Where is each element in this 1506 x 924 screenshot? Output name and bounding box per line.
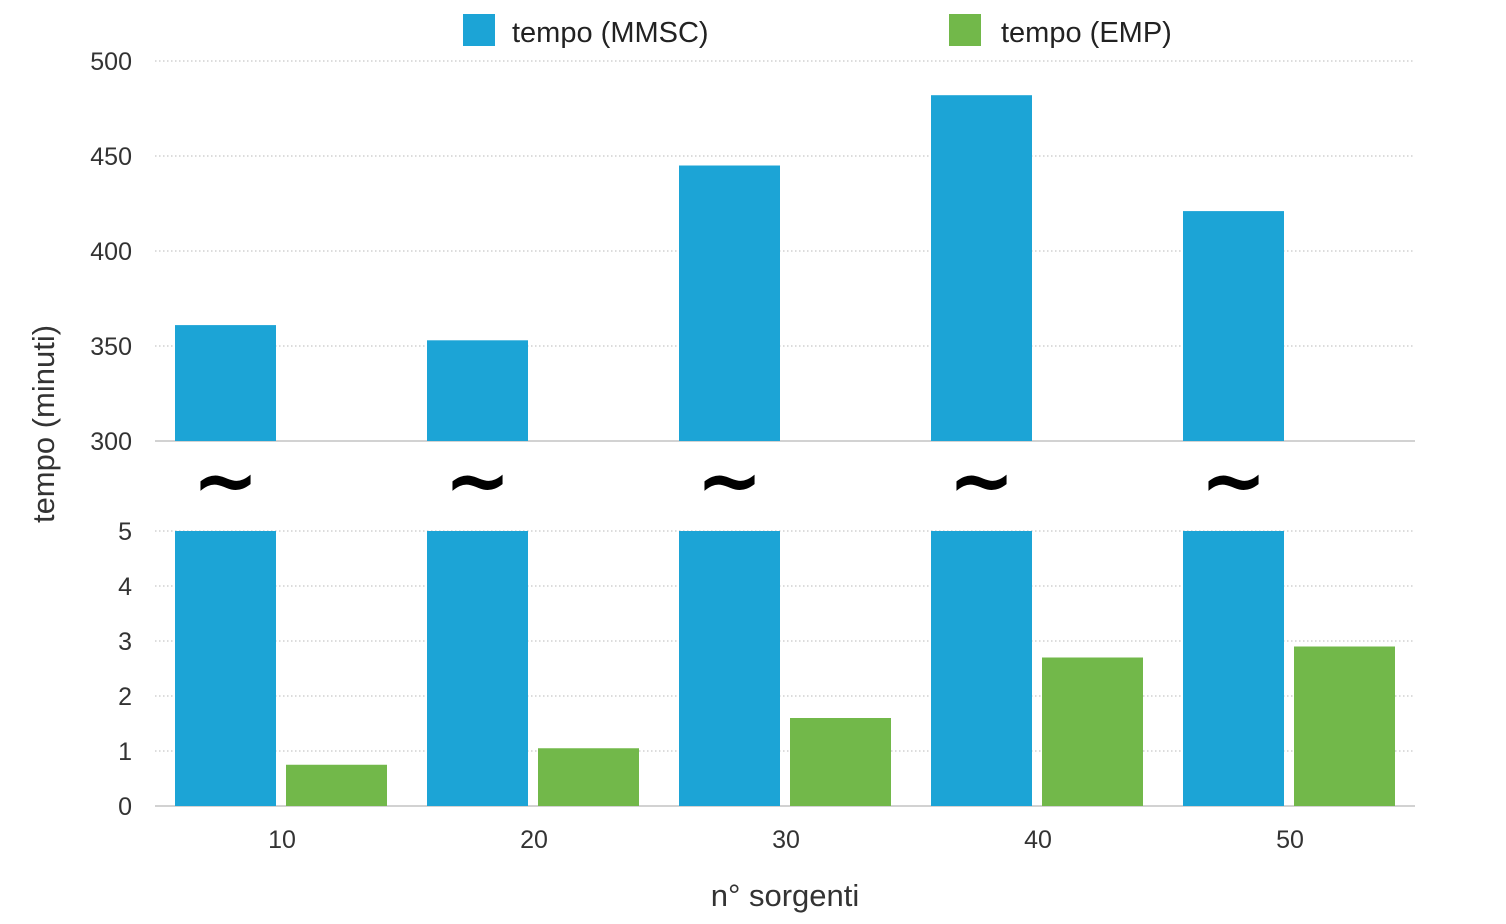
axis-break-mark: ~ xyxy=(192,434,259,527)
lower-y-tick-label: 0 xyxy=(118,793,132,821)
bar-mmsc-upper-50 xyxy=(1183,211,1284,441)
upper-y-tick-label: 300 xyxy=(90,428,132,456)
bar-mmsc-lower-30 xyxy=(679,531,780,806)
y-axis-label: tempo (minuti) xyxy=(26,325,61,523)
x-axis-label: n° sorgenti xyxy=(711,878,860,913)
axis-break-mark: ~ xyxy=(444,434,511,527)
bar-mmsc-upper-40 xyxy=(931,95,1032,441)
upper-y-tick-label: 450 xyxy=(90,143,132,171)
x-tick-label: 20 xyxy=(520,826,548,854)
upper-y-tick-label: 400 xyxy=(90,238,132,266)
lower-y-tick-label: 2 xyxy=(118,683,132,711)
bar-mmsc-upper-20 xyxy=(427,340,528,441)
axis-break-mark: ~ xyxy=(1200,434,1267,527)
lower-y-tick-label: 5 xyxy=(118,518,132,546)
axis-break-mark: ~ xyxy=(948,434,1015,527)
bar-emp-40 xyxy=(1042,657,1143,806)
legend-swatch-mmsc xyxy=(463,14,495,46)
upper-y-tick-label: 350 xyxy=(90,333,132,361)
x-tick-label: 50 xyxy=(1276,826,1304,854)
axis-break-mark: ~ xyxy=(696,434,763,527)
bar-mmsc-lower-20 xyxy=(427,531,528,806)
legend-label-mmsc: tempo (MMSC) xyxy=(512,17,709,49)
bar-mmsc-lower-40 xyxy=(931,531,1032,806)
bar-mmsc-upper-30 xyxy=(679,165,780,441)
legend-swatch-emp xyxy=(949,14,981,46)
legend: tempo (MMSC) tempo (EMP) xyxy=(463,14,1172,49)
x-tick-label: 10 xyxy=(268,826,296,854)
axis-breaks: ~ ~ ~ ~ ~ xyxy=(192,434,1267,527)
x-tick-label: 40 xyxy=(1024,826,1052,854)
bar-emp-50 xyxy=(1294,646,1395,806)
bars xyxy=(175,95,1395,806)
legend-label-emp: tempo (EMP) xyxy=(1001,17,1172,49)
bar-emp-30 xyxy=(790,718,891,806)
lower-y-tick-label: 4 xyxy=(118,573,132,601)
bar-emp-20 xyxy=(538,748,639,806)
bar-mmsc-lower-10 xyxy=(175,531,276,806)
bar-emp-10 xyxy=(286,764,387,806)
lower-y-tick-label: 3 xyxy=(118,628,132,656)
bar-mmsc-upper-10 xyxy=(175,325,276,441)
upper-y-tick-label: 500 xyxy=(90,48,132,76)
lower-y-tick-label: 1 xyxy=(118,738,132,766)
bar-mmsc-lower-50 xyxy=(1183,531,1284,806)
x-tick-label: 30 xyxy=(772,826,800,854)
